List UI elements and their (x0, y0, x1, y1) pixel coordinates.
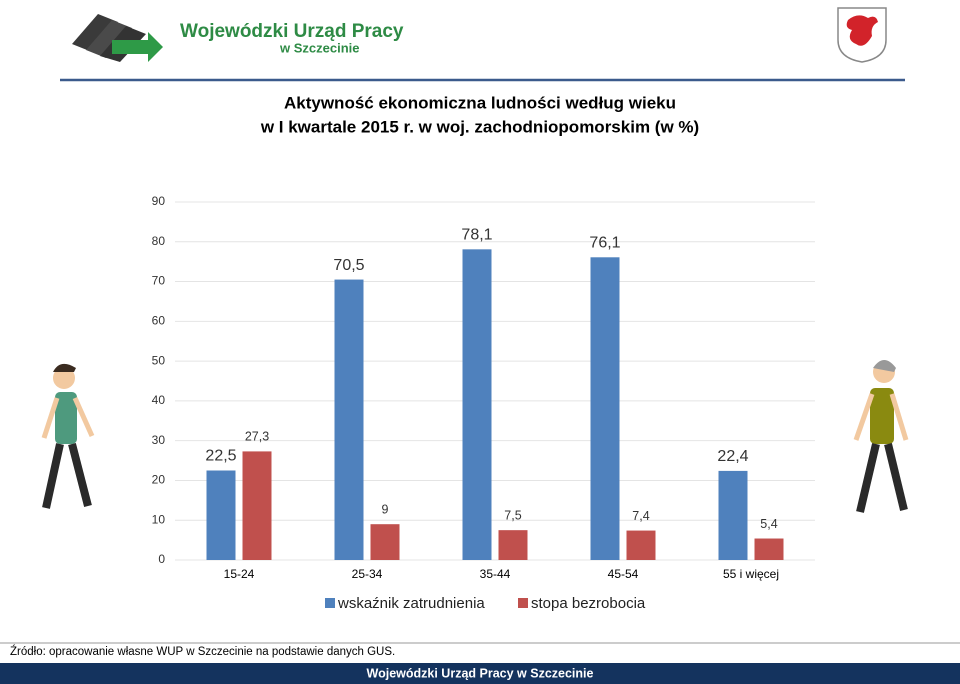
chart-title: Aktywność ekonomiczna ludności według wi… (284, 93, 676, 112)
x-tick-label: 15-24 (224, 567, 255, 581)
value-label: 70,5 (333, 257, 364, 274)
logo-icon (72, 14, 163, 62)
x-tick-label: 35-44 (480, 567, 511, 581)
legend-swatch (518, 598, 528, 608)
value-label: 76,1 (589, 235, 620, 252)
y-tick-label: 80 (152, 234, 166, 248)
value-label: 7,5 (504, 508, 521, 522)
org-city: w Szczecinie (279, 40, 359, 55)
bar (206, 470, 236, 560)
x-tick-label: 55 i więcej (723, 567, 779, 581)
bar (242, 451, 272, 560)
bar (718, 470, 748, 560)
value-label: 27,3 (245, 430, 269, 444)
bar (590, 257, 620, 560)
person-right (853, 360, 909, 513)
value-label: 9 (382, 502, 389, 516)
y-tick-label: 30 (152, 433, 166, 447)
value-label: 78,1 (461, 227, 492, 244)
y-tick-label: 50 (152, 353, 166, 367)
bar (498, 530, 528, 560)
chart-title: w I kwartale 2015 r. w woj. zachodniopom… (260, 117, 699, 136)
value-label: 22,5 (205, 448, 236, 465)
legend-label: wskaźnik zatrudnienia (337, 595, 485, 612)
value-label: 7,4 (632, 509, 649, 523)
bar (754, 538, 784, 560)
bar (334, 279, 364, 560)
footer-text: Wojewódzki Urząd Pracy w Szczecinie (367, 666, 594, 680)
y-tick-label: 40 (152, 393, 166, 407)
footer-bar (0, 663, 960, 684)
person-left (41, 363, 95, 509)
y-tick-label: 70 (152, 274, 166, 288)
x-tick-label: 25-34 (352, 567, 383, 581)
legend-swatch (325, 598, 335, 608)
bar (626, 530, 656, 560)
y-tick-label: 10 (152, 512, 166, 526)
coat-of-arms (837, 7, 887, 63)
y-tick-label: 0 (158, 552, 165, 566)
value-label: 5,4 (760, 517, 777, 531)
org-name: Wojewódzki Urząd Pracy (180, 21, 404, 42)
value-label: 22,4 (717, 448, 748, 465)
legend-label: stopa bezrobocia (531, 595, 646, 612)
bar (370, 524, 400, 560)
y-tick-label: 90 (152, 194, 166, 208)
source-note: Źródło: opracowanie własne WUP w Szczeci… (10, 645, 395, 658)
x-tick-label: 45-54 (608, 567, 639, 581)
y-tick-label: 60 (152, 314, 166, 328)
bar (462, 249, 492, 560)
y-tick-label: 20 (152, 473, 166, 487)
